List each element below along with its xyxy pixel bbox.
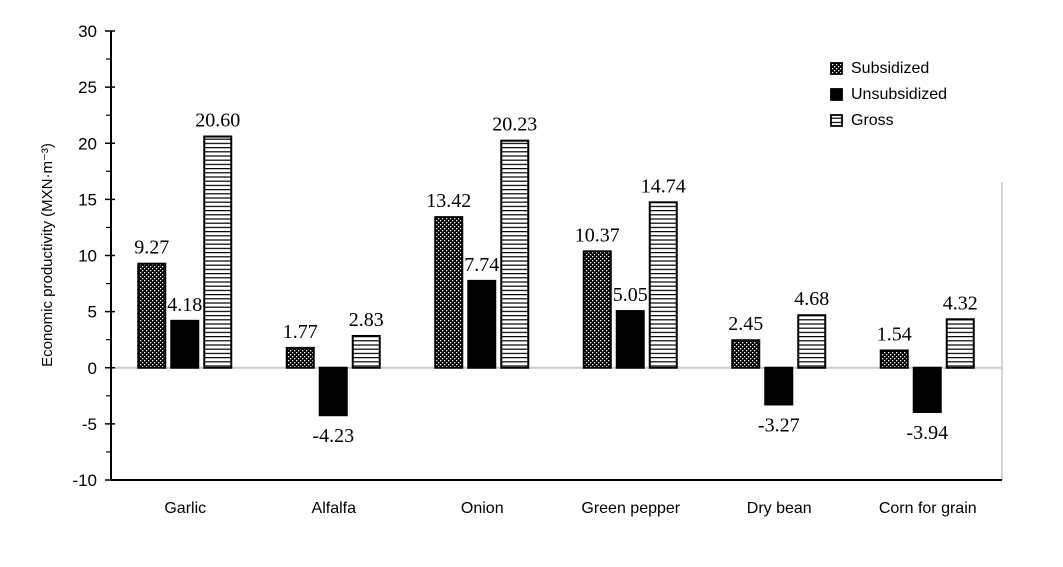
y-tick-label: 20	[78, 134, 97, 153]
data-label: 13.42	[426, 190, 471, 212]
data-label: 20.23	[492, 114, 537, 136]
y-axis-label: Economic productivity (MXN·m⁻³)	[39, 143, 56, 367]
bar-subsidized-garlic	[137, 262, 167, 369]
data-label: 14.74	[641, 175, 686, 197]
y-tick-label: -5	[82, 415, 97, 434]
legend-swatch-gross	[830, 114, 843, 127]
bar-subsidized-dry-bean	[731, 339, 761, 369]
bar-unsubsidized-alfalfa	[318, 366, 348, 417]
data-label: 1.77	[283, 321, 318, 343]
legend-swatch-subsidized	[830, 62, 843, 75]
y-tick-label: 0	[88, 359, 97, 378]
data-label: 5.05	[613, 284, 648, 306]
y-tick-label: 5	[88, 303, 97, 322]
bar-subsidized-onion	[434, 216, 464, 369]
y-tick-label: -10	[72, 471, 97, 490]
bar-gross-corn-for-grain	[945, 318, 975, 369]
bar-gross-green-pepper	[648, 201, 678, 369]
bar-subsidized-alfalfa	[285, 346, 315, 369]
legend-label: Unsubsidized	[851, 86, 947, 103]
bar-subsidized-corn-for-grain	[879, 349, 909, 369]
data-label: -4.23	[312, 425, 354, 447]
y-tick-label: 15	[78, 190, 97, 209]
bar-unsubsidized-corn-for-grain	[912, 366, 942, 413]
legend-swatch-unsubsidized	[830, 88, 843, 101]
bar-gross-dry-bean	[797, 314, 827, 369]
data-label: 4.18	[167, 294, 202, 316]
bar-subsidized-green-pepper	[582, 250, 612, 369]
y-tick-label: 10	[78, 247, 97, 266]
bar-unsubsidized-garlic	[170, 319, 200, 369]
bar-gross-alfalfa	[351, 334, 381, 369]
x-category-label: Alfalfa	[312, 500, 357, 517]
legend-label: Subsidized	[851, 60, 929, 77]
x-category-label: Corn for grain	[879, 500, 977, 517]
legend-label: Gross	[851, 112, 894, 129]
x-category-label: Garlic	[164, 500, 206, 517]
data-label: 10.37	[575, 224, 620, 246]
bar-gross-garlic	[203, 135, 233, 369]
bar-unsubsidized-onion	[467, 279, 497, 369]
data-label: 4.68	[794, 288, 829, 310]
data-label: -3.94	[906, 422, 948, 444]
y-tick-label: 25	[78, 78, 97, 97]
y-tick-label: 30	[78, 22, 97, 41]
bar-gross-onion	[500, 139, 530, 369]
bar-unsubsidized-green-pepper	[615, 310, 645, 369]
x-category-label: Onion	[461, 500, 504, 517]
data-label: 1.54	[877, 323, 912, 345]
data-label: 7.74	[464, 254, 499, 276]
data-label: 2.83	[349, 309, 384, 331]
bar-unsubsidized-dry-bean	[764, 366, 794, 406]
data-label: 2.45	[728, 313, 763, 335]
x-category-label: Dry bean	[747, 500, 812, 517]
data-label: 9.27	[134, 237, 169, 259]
x-category-label: Green pepper	[581, 500, 680, 517]
data-label: 20.60	[195, 110, 240, 132]
data-label: 4.32	[943, 292, 978, 314]
data-label: -3.27	[758, 414, 800, 436]
